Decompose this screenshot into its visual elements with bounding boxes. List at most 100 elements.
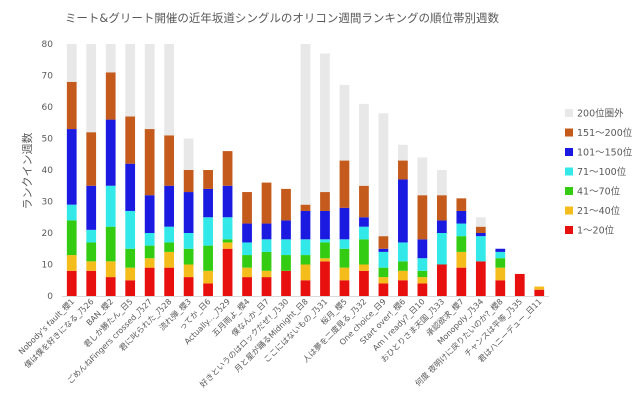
- bar-segment: [86, 261, 97, 271]
- legend-swatch: [565, 206, 573, 215]
- legend-label: 41〜70位: [577, 186, 621, 198]
- bar-segment: [359, 264, 369, 271]
- bar-segment: [86, 242, 97, 262]
- y-tick-label: 30: [42, 198, 54, 208]
- bar-segment: [281, 239, 291, 256]
- bar-segment: [164, 185, 175, 227]
- bar-segment: [261, 277, 272, 296]
- bar-segment: [378, 283, 389, 296]
- bar-segment: [475, 217, 486, 227]
- bar-segment: [261, 223, 272, 240]
- bar-segment: [125, 116, 136, 164]
- bar-segment: [203, 283, 213, 296]
- bar-segment: [534, 289, 545, 296]
- bar-segment: [66, 204, 77, 221]
- bar-segment: [203, 217, 213, 246]
- bar-segment: [281, 270, 291, 296]
- bar-segment: [183, 248, 194, 265]
- bar-segment: [144, 233, 155, 246]
- bar-segment: [378, 113, 389, 237]
- bar-segment: [339, 267, 350, 281]
- bar-segment: [222, 217, 233, 240]
- bar-segment: [261, 182, 272, 224]
- bar-segment: [456, 223, 467, 237]
- bar-segment: [300, 210, 311, 240]
- bar-segment: [398, 261, 408, 271]
- bar-segment: [222, 151, 233, 186]
- bar-segment: [320, 239, 330, 243]
- bar-segment: [125, 280, 136, 296]
- bar-segment: [398, 280, 408, 296]
- bar-segment: [105, 226, 116, 262]
- bar-segment: [320, 258, 330, 262]
- bar-segment: [339, 239, 350, 249]
- bar-segment: [242, 223, 252, 243]
- bar-segment: [398, 270, 408, 281]
- bar-segment: [183, 277, 194, 296]
- bar-segment: [300, 264, 311, 281]
- y-tick-label: 80: [42, 40, 54, 50]
- bar-segment: [164, 135, 175, 186]
- legend-swatch: [565, 148, 573, 156]
- bar-segment: [475, 233, 486, 237]
- bar-segment: [378, 267, 389, 278]
- y-axis-ticks: 0 10 20 30 40 50 60 70 80: [42, 40, 54, 302]
- x-axis-labels: Nobody's fault_櫻1僕は僕を好きになる_乃26BAN_櫻2君しか勝…: [16, 296, 543, 389]
- bar-segment: [183, 138, 194, 170]
- y-axis-label: ランクイン週数: [21, 133, 34, 210]
- bars: [66, 44, 545, 296]
- bar-segment: [359, 217, 369, 227]
- bar-segment: [183, 264, 194, 278]
- bar-segment: [378, 248, 389, 252]
- bar-segment: [144, 129, 155, 196]
- y-tick-label: 0: [47, 292, 53, 302]
- legend-swatch: [565, 128, 573, 137]
- bar-segment: [66, 129, 77, 205]
- bar-segment: [144, 267, 155, 296]
- bar-segment: [222, 242, 233, 249]
- bar-segment: [222, 185, 233, 218]
- bar-segment: [144, 195, 155, 233]
- bar-segment: [261, 239, 272, 252]
- chart-title: ミート&グリート開催の近年坂道シングルのオリコン週間ランキングの順位帯別週数: [65, 11, 500, 25]
- bar-segment: [320, 261, 330, 296]
- bar-segment: [222, 239, 233, 243]
- legend-label: 21〜40位: [577, 205, 621, 217]
- bar-segment: [320, 210, 330, 240]
- bar-segment: [125, 210, 136, 249]
- bar-segment: [86, 44, 97, 133]
- y-tick-label: 60: [42, 103, 54, 113]
- bar-segment: [320, 192, 330, 211]
- legend-label: 101〜150位: [577, 147, 633, 159]
- bar-segment: [359, 103, 369, 186]
- bar-segment: [398, 144, 408, 161]
- bar-segment: [105, 261, 116, 278]
- legend-swatch: [565, 109, 573, 117]
- bar-segment: [105, 72, 116, 120]
- bar-segment: [105, 185, 116, 227]
- bar-segment: [300, 44, 311, 205]
- bar-segment: [261, 270, 272, 278]
- y-tick-label: 10: [42, 261, 54, 271]
- bar-segment: [378, 277, 389, 284]
- bar-segment: [66, 220, 77, 256]
- bar-segment: [534, 286, 545, 290]
- legend-label: 200位圏外: [577, 108, 624, 120]
- bar-segment: [86, 185, 97, 230]
- bar-segment: [203, 270, 213, 284]
- legend-label: 1〜20位: [577, 225, 615, 237]
- bar-segment: [203, 188, 213, 218]
- bar-segment: [183, 192, 194, 233]
- y-tick-label: 70: [42, 72, 54, 82]
- bar-segment: [222, 248, 233, 296]
- bar-segment: [203, 170, 213, 189]
- bar-segment: [242, 255, 252, 268]
- bar-segment: [300, 239, 311, 256]
- bar-segment: [436, 264, 447, 296]
- bar-segment: [398, 242, 408, 262]
- bar-segment: [66, 255, 77, 271]
- legend-label: 71〜100位: [577, 166, 627, 178]
- bar-segment: [105, 277, 116, 296]
- bar-segment: [300, 280, 311, 296]
